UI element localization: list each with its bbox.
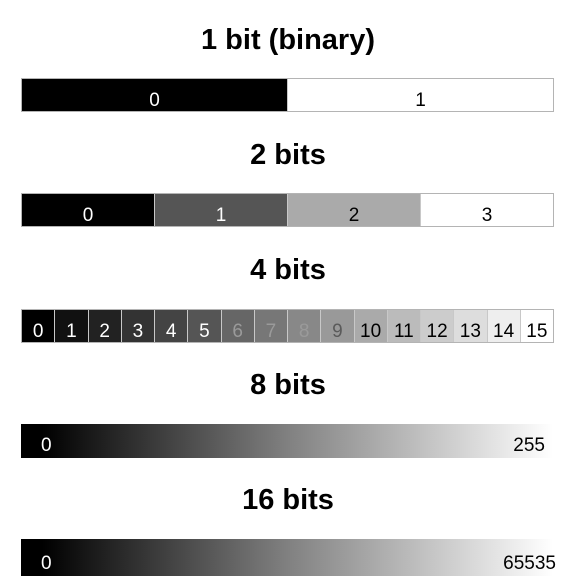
gray-level-label: 1 — [415, 90, 426, 111]
title-2-bits: 2 bits — [250, 139, 326, 171]
gray-level-cell-0: 0 — [22, 310, 56, 342]
gray-level-label: 11 — [394, 321, 414, 342]
gray-level-cell-9: 9 — [321, 310, 355, 342]
gradient-min-label-8-bits: 0 — [41, 435, 52, 456]
gray-level-label: 2 — [348, 205, 360, 226]
gray-level-label: 0 — [149, 90, 160, 111]
gray-level-cell-10: 10 — [354, 310, 388, 342]
gray-level-label: 0 — [82, 205, 94, 226]
gray-level-label: 10 — [360, 321, 382, 342]
gray-level-cell-1: 1 — [155, 194, 288, 226]
gray-level-cell-6: 6 — [221, 310, 255, 342]
gray-level-cell-3: 3 — [421, 194, 553, 226]
gray-level-label: 5 — [199, 321, 210, 342]
gray-level-label: 3 — [132, 321, 144, 342]
gradient-bar-16-bits: 0 65535 — [21, 539, 556, 576]
gray-level-label: 3 — [481, 205, 493, 226]
gray-level-cell-7: 7 — [254, 310, 288, 342]
gray-level-cell-14: 14 — [487, 310, 521, 342]
gradient-bar-8-bits: 0 255 — [21, 424, 553, 458]
gray-level-label: 14 — [493, 321, 515, 342]
gray-level-label: 8 — [298, 321, 310, 342]
gray-level-label: 4 — [165, 321, 177, 342]
gray-level-cell-2: 2 — [88, 310, 122, 342]
gray-levels-bar-4-bits: 0 1 2 3 4 5 6 7 8 9 10 11 12 13 14 15 — [21, 309, 554, 343]
gray-level-label: 1 — [66, 321, 77, 342]
gray-level-cell-8: 8 — [288, 310, 322, 342]
gray-level-label: 9 — [332, 321, 343, 342]
gray-level-cell-15: 15 — [520, 310, 553, 342]
gray-level-cell-4: 4 — [155, 310, 189, 342]
gray-level-label: 13 — [459, 321, 481, 342]
gray-level-label: 2 — [99, 321, 110, 342]
gray-level-label: 6 — [232, 321, 243, 342]
gray-level-cell-1: 1 — [288, 79, 553, 111]
gray-level-cell-1: 1 — [55, 310, 89, 342]
gradient-min-label-16-bits: 0 — [41, 553, 52, 574]
title-8-bits: 8 bits — [250, 369, 326, 401]
gray-level-cell-0: 0 — [22, 194, 155, 226]
gradient-max-label-8-bits: 255 — [513, 435, 545, 456]
gray-level-cell-2: 2 — [288, 194, 421, 226]
gray-levels-bar-2-bits: 0 1 2 3 — [21, 193, 554, 227]
gradient-max-label-16-bits: 65535 — [503, 553, 556, 574]
gray-level-label: 15 — [526, 321, 548, 342]
title-1-bit: 1 bit (binary) — [200, 24, 375, 56]
gray-level-label: 7 — [265, 321, 277, 342]
gray-level-cell-0: 0 — [22, 79, 288, 111]
gray-level-label: 0 — [32, 321, 44, 342]
title-4-bits: 4 bits — [250, 254, 326, 286]
title-16-bits: 16 bits — [242, 484, 334, 516]
gray-level-cell-5: 5 — [188, 310, 222, 342]
gray-level-cell-11: 11 — [387, 310, 421, 342]
gray-level-label: 12 — [426, 321, 448, 342]
gray-level-cell-3: 3 — [121, 310, 155, 342]
gray-level-label: 1 — [215, 205, 227, 226]
gray-level-cell-13: 13 — [454, 310, 488, 342]
gray-level-cell-12: 12 — [421, 310, 455, 342]
